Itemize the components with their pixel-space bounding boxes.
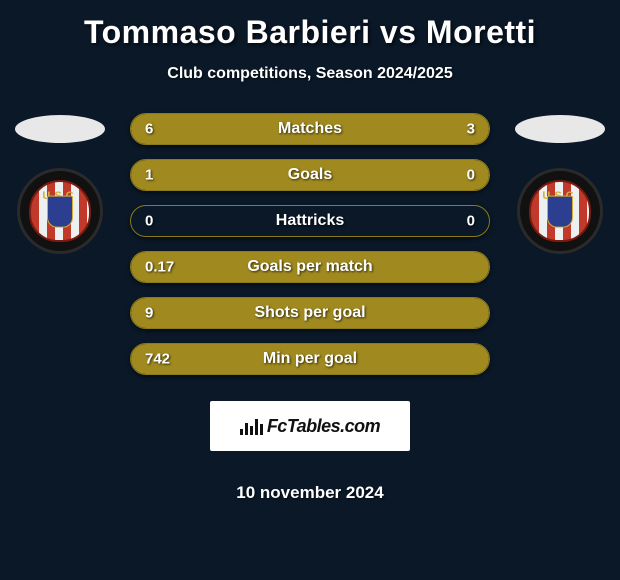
crest-stripes-icon: USC: [529, 180, 591, 242]
stat-label: Goals per match: [247, 258, 372, 276]
crest-shield-icon: [47, 196, 73, 228]
stat-value-left: 742: [145, 351, 170, 368]
stat-row-hattricks: 0 Hattricks 0: [130, 205, 490, 237]
stat-value-left: 9: [145, 305, 153, 322]
content-row: USC 6 Matches 3 1 Goals 0 0: [0, 113, 620, 503]
left-club-crest: USC: [17, 168, 103, 254]
left-ellipse-icon: [15, 115, 105, 143]
left-crest-column: USC: [0, 113, 120, 254]
right-club-crest: USC: [517, 168, 603, 254]
stat-value-left: 0.17: [145, 259, 174, 276]
stat-label: Matches: [278, 120, 342, 138]
stat-label: Goals: [288, 166, 332, 184]
stat-label: Shots per goal: [254, 304, 365, 322]
stat-value-left: 0: [145, 213, 153, 230]
stat-value-left: 6: [145, 121, 153, 138]
stat-row-matches: 6 Matches 3: [130, 113, 490, 145]
stat-row-goals-per-match: 0.17 Goals per match: [130, 251, 490, 283]
stat-row-min-per-goal: 742 Min per goal: [130, 343, 490, 375]
stat-value-right: 3: [467, 121, 475, 138]
crest-stripes-icon: USC: [29, 180, 91, 242]
right-ellipse-icon: [515, 115, 605, 143]
bars-column: 6 Matches 3 1 Goals 0 0 Hattricks 0 0.17…: [120, 113, 500, 503]
page-subtitle: Club competitions, Season 2024/2025: [167, 65, 452, 83]
stat-value-right: 0: [467, 167, 475, 184]
stat-row-goals: 1 Goals 0: [130, 159, 490, 191]
stat-row-shots-per-goal: 9 Shots per goal: [130, 297, 490, 329]
brand-bars-icon: [240, 417, 263, 435]
date-line: 10 november 2024: [236, 483, 383, 503]
stat-label: Hattricks: [276, 212, 344, 230]
brand-text: FcTables.com: [240, 416, 380, 437]
stat-label: Min per goal: [263, 350, 357, 368]
page-title: Tommaso Barbieri vs Moretti: [84, 14, 536, 51]
bar-fill-left: [131, 160, 389, 190]
brand-badge: FcTables.com: [210, 401, 410, 451]
stat-value-right: 0: [467, 213, 475, 230]
brand-label: FcTables.com: [267, 416, 380, 437]
right-crest-column: USC: [500, 113, 620, 254]
stat-value-left: 1: [145, 167, 153, 184]
crest-shield-icon: [547, 196, 573, 228]
comparison-card: Tommaso Barbieri vs Moretti Club competi…: [0, 0, 620, 503]
